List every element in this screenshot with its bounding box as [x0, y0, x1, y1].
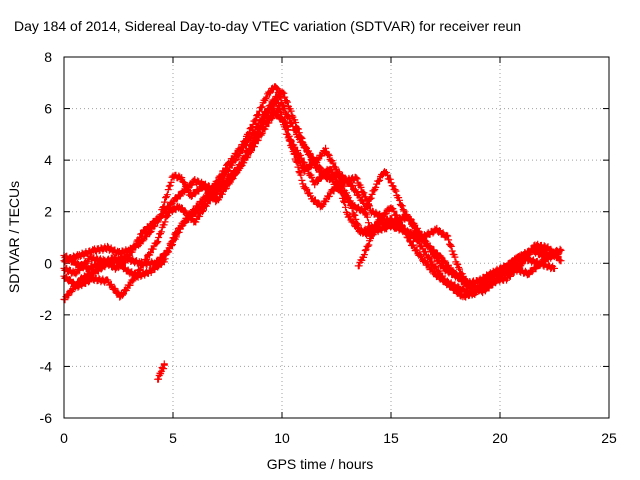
x-tick-label: 5	[169, 430, 177, 446]
grid	[64, 57, 609, 418]
x-tick-label: 0	[60, 430, 68, 446]
x-tick-label: 15	[383, 430, 399, 446]
y-tick-label: 0	[44, 255, 52, 271]
y-axis-ticks: -6 -4 -2 0 2 4 6 8	[40, 49, 609, 426]
x-tick-label: 20	[492, 430, 508, 446]
plot-frame	[63, 56, 610, 419]
series-track-g	[154, 360, 168, 383]
series-markers	[154, 360, 168, 383]
y-tick-label: -4	[40, 358, 53, 374]
y-tick-label: 8	[44, 49, 52, 65]
x-tick-label: 25	[601, 430, 617, 446]
y-tick-label: 4	[44, 152, 52, 168]
x-axis-label: GPS time / hours	[266, 456, 374, 472]
data-points	[60, 83, 565, 383]
y-axis-label: SDTVAR / TECUs	[6, 180, 22, 294]
series-markers	[354, 210, 388, 270]
y-tick-label: -2	[40, 307, 53, 323]
series-track-f	[354, 210, 388, 270]
x-tick-label: 10	[274, 430, 290, 446]
y-tick-label: 6	[44, 101, 52, 117]
y-tick-label: -6	[40, 410, 53, 426]
chart-title: Day 184 of 2014, Sidereal Day-to-day VTE…	[14, 18, 522, 34]
y-tick-label: 2	[44, 204, 52, 220]
